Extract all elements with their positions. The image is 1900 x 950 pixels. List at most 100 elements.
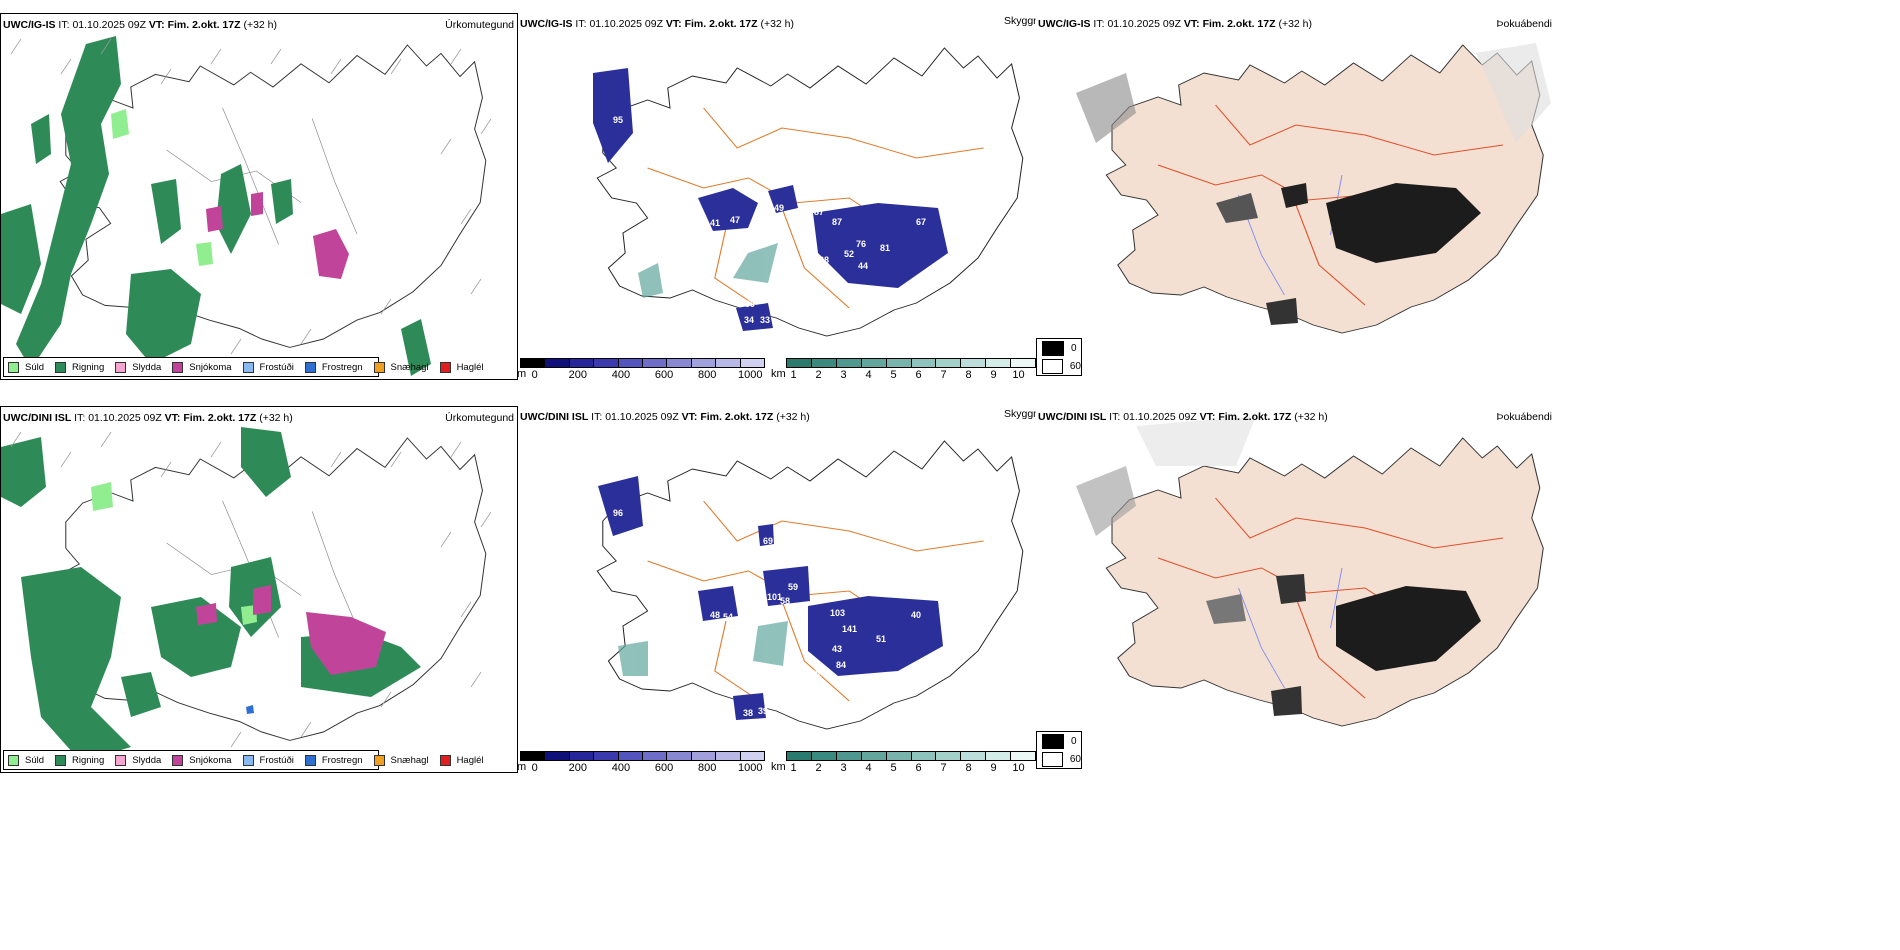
svg-text:81: 81 [880,243,890,253]
colorbar-swatch [643,752,668,760]
colorbar-tick: 2 [815,762,822,773]
colorbar-swatch [986,752,1012,760]
fog-panel-title: Þokuábendi [1496,411,1552,423]
colorbar-swatch [911,359,937,367]
svg-text:68: 68 [819,255,829,265]
svg-text:67: 67 [916,217,926,227]
visibility-colorbar: 1 2 3 4 5 6 7 8 9 10 km [771,358,1036,380]
colorbar-tick: 400 [611,762,631,773]
fog-legend-1: 0 60 [1036,338,1082,376]
colorbar-tick: 9 [990,762,997,773]
colorbar-swatch [811,359,837,367]
svg-text:39: 39 [758,706,768,716]
svg-text:103: 103 [830,608,845,618]
svg-text:49: 49 [774,203,784,213]
colorbar-swatch [594,359,619,367]
svg-text:101: 101 [767,592,782,602]
legend-item-frostudi: Frostúði [242,754,294,766]
colorbar-swatch [936,359,962,367]
legend-item-rigning: Rigning [55,754,104,766]
colorbar-swatch [691,359,717,367]
precip-legend: Súld Rigning Slydda Snjókoma Frostúði Fr… [3,357,484,377]
colorbar-tick: 800 [697,369,717,380]
colorbar-tick: 400 [611,369,631,380]
colorbar-swatch [936,752,962,760]
legend-item-slydda: Slydda [115,361,161,373]
colorbar-swatch [861,752,887,760]
colorbar-tick: 7 [940,762,947,773]
colorbar-swatch [618,359,644,367]
colorbar-tick: 5 [890,369,897,380]
colorbar-tick: 200 [568,369,587,380]
colorbar-tick: 800 [697,762,717,773]
colorbar-swatch [569,359,595,367]
legend-item-snjokoma: Snjókoma [172,754,232,766]
colorbar-swatch [667,752,692,760]
svg-text:44: 44 [858,261,868,271]
colorbar-tick: 6 [915,369,922,380]
colorbar-swatch [1011,359,1036,367]
svg-text:58: 58 [780,596,790,606]
svg-text:76: 76 [856,239,866,249]
legend-item-slydda: Slydda [115,754,161,766]
colorbar-swatch [569,752,595,760]
colorbar-tick: 1000 [738,369,763,380]
legend-item-snaehagl: Snæhagl [373,361,429,373]
fog-panel-header: UWC/DINI ISL IT: 01.10.2025 09Z VT: Fim.… [1038,411,1328,423]
colorbar-swatch [740,359,765,367]
precip-panel-title: Úrkomutegund [445,412,514,424]
legend-item-rigning: Rigning [55,361,104,373]
legend-item-snaehagl: Snæhagl [373,754,429,766]
svg-text:54: 54 [723,612,733,622]
colorbar-swatch [1011,752,1036,760]
svg-text:41: 41 [710,218,720,228]
colorbar-swatch [716,359,741,367]
colorbar-tick: 1 [790,762,797,773]
svg-text:87: 87 [832,217,842,227]
colorbar-tick: 9 [990,369,997,380]
colorbar-swatch [667,359,692,367]
colorbar-swatch [911,752,937,760]
colorbar-swatch [886,752,912,760]
colorbar-swatch [594,752,619,760]
colorbar-tick: 8 [965,369,972,380]
precip-panel-title: Úrkomutegund [445,19,514,31]
legend-item-sudl: Súld [8,754,44,766]
colorbar-swatch [886,359,912,367]
ceiling-colorbar: 0 200 400 600 800 1000 m [518,358,765,380]
svg-text:141: 141 [842,624,857,634]
fog-index-panel-1: UWC/IG-IS IT: 01.10.2025 09Z VT: Fim. 2.… [1036,13,1556,380]
colorbar-tick: 4 [865,762,872,773]
legend-item-frostudi: Frostúði [242,361,294,373]
legend-item-haglel: Haglél [439,754,484,766]
visibility-panel-header: UWC/IG-IS IT: 01.10.2025 09Z VT: Fim. 2.… [520,18,795,30]
svg-text:84: 84 [836,660,846,670]
precip-panel-header: UWC/IG-IS IT: 01.10.2025 09Z VT: Fim. 2.… [3,19,278,31]
colorbar-tick: 8 [965,762,972,773]
colorbar-tick: 600 [654,762,674,773]
colorbar-tick: 1000 [738,762,763,773]
colorbar-tick: 4 [865,369,872,380]
colorbar-swatch [545,752,570,760]
visibility-map-1: 95 41 47 49 87 87 76 81 67 68 52 44 33 3… [593,47,1024,337]
colorbar-tick: 600 [654,369,674,380]
colorbar-swatch [787,752,812,760]
visibility-panel-header: UWC/DINI ISL IT: 01.10.2025 09Z VT: Fim.… [520,411,810,423]
colorbar-swatch [836,752,862,760]
legend-item-snjokoma: Snjókoma [172,361,232,373]
svg-text:40: 40 [911,610,921,620]
colorbar-swatch [618,752,644,760]
colorbar-swatch [986,359,1012,367]
colorbar-swatch [861,359,887,367]
fog-index-map-1 [1076,43,1551,334]
svg-text:38: 38 [743,708,753,718]
legend-item-haglel: Haglél [439,361,484,373]
visibility-panel-2: 96 69 48 54 101 58 59 103 141 51 40 43 8… [518,406,1036,773]
fog-panel-header: UWC/IG-IS IT: 01.10.2025 09Z VT: Fim. 2.… [1038,18,1313,30]
colorbar-tick: 200 [568,762,587,773]
colorbar-tick: 0 [531,369,538,380]
precip-type-map-1 [1,36,492,376]
precip-type-panel-1: UWC/IG-IS IT: 01.10.2025 09Z VT: Fim. 2.… [0,13,518,380]
svg-text:54: 54 [688,235,698,245]
svg-text:51: 51 [876,634,886,644]
